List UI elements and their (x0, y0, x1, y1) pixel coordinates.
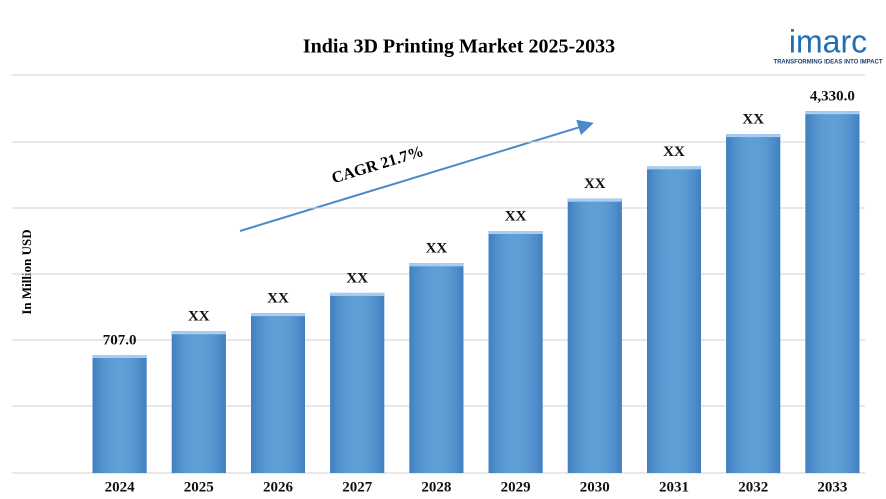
bar-top (726, 134, 781, 138)
bar (92, 355, 147, 473)
bar (647, 166, 701, 473)
value-label: 707.0 (103, 332, 137, 348)
bar (251, 313, 305, 473)
cagr-arrow (239, 119, 594, 232)
y-axis-label: In Million USD (19, 229, 34, 314)
bar-top (567, 198, 622, 202)
bar-top (647, 166, 701, 170)
bar-top (251, 313, 305, 317)
bar (567, 198, 622, 473)
bar (805, 111, 860, 473)
bar (171, 331, 226, 473)
x-tick-label: 2024 (105, 479, 136, 495)
value-label: XX (426, 241, 448, 257)
bar-top (171, 331, 226, 335)
value-label: XX (742, 112, 764, 128)
x-tick-label: 2033 (817, 479, 847, 495)
logo-name: imarc (789, 23, 867, 59)
chart-title: India 3D Printing Market 2025-2033 (303, 36, 615, 58)
x-tick-label: 2026 (263, 479, 294, 495)
bar (330, 292, 385, 473)
bar-top (330, 292, 385, 296)
value-label: XX (584, 176, 606, 192)
cagr-annotation: CAGR 21.7% (330, 143, 426, 187)
value-label: 4,330.0 (810, 89, 855, 105)
x-tick-label: 2027 (342, 479, 373, 495)
bar (409, 263, 464, 473)
value-label: XX (188, 309, 210, 325)
value-label: XX (505, 208, 527, 224)
x-tick-label: 2025 (184, 479, 214, 495)
value-label: XX (346, 270, 368, 286)
bar (488, 230, 543, 473)
x-tick-label: 2028 (421, 479, 451, 495)
value-label: XX (663, 144, 685, 160)
bar-top (488, 230, 543, 234)
bar (726, 134, 781, 473)
x-tick-label: 2032 (738, 479, 768, 495)
x-tick-label: 2031 (659, 479, 689, 495)
bar-top (409, 263, 464, 267)
bar-top (92, 355, 147, 359)
x-tick-label: 2030 (580, 479, 610, 495)
x-tick-label: 2029 (501, 479, 531, 495)
logo-tagline: TRANSFORMING IDEAS INTO IMPACT (773, 60, 882, 66)
value-label: XX (267, 291, 289, 307)
bar-top (805, 111, 860, 115)
